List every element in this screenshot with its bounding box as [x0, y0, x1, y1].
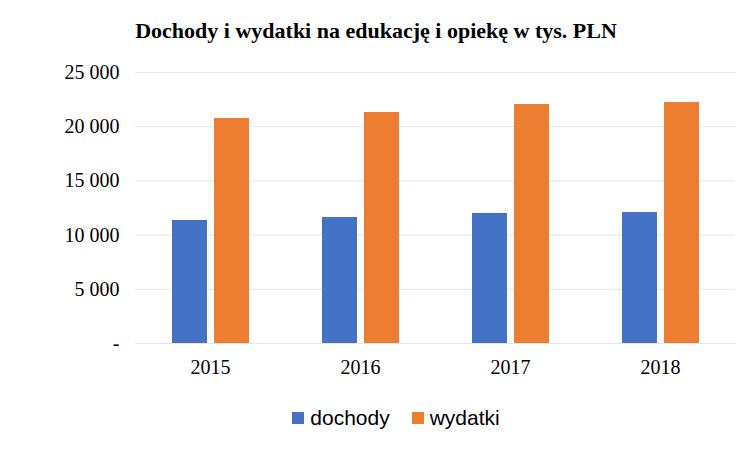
svg-text:5 000: 5 000	[75, 278, 120, 300]
svg-text:25 000: 25 000	[65, 61, 120, 83]
svg-text:2015: 2015	[191, 356, 231, 378]
svg-text:-: -	[113, 332, 120, 354]
svg-text:2016: 2016	[341, 356, 381, 378]
svg-text:10 000: 10 000	[65, 224, 120, 246]
svg-text:2018: 2018	[641, 356, 681, 378]
html-text:wydatki: wydatki	[429, 406, 500, 429]
svg-text:15 000: 15 000	[65, 169, 120, 191]
svg-text:2017: 2017	[491, 356, 531, 378]
html-text:dochody: dochody	[310, 406, 390, 429]
svg-text:20 000: 20 000	[65, 115, 120, 137]
html-text:Dochody i wydatki na edukację: Dochody i wydatki na edukację i opiekę w…	[135, 18, 617, 43]
